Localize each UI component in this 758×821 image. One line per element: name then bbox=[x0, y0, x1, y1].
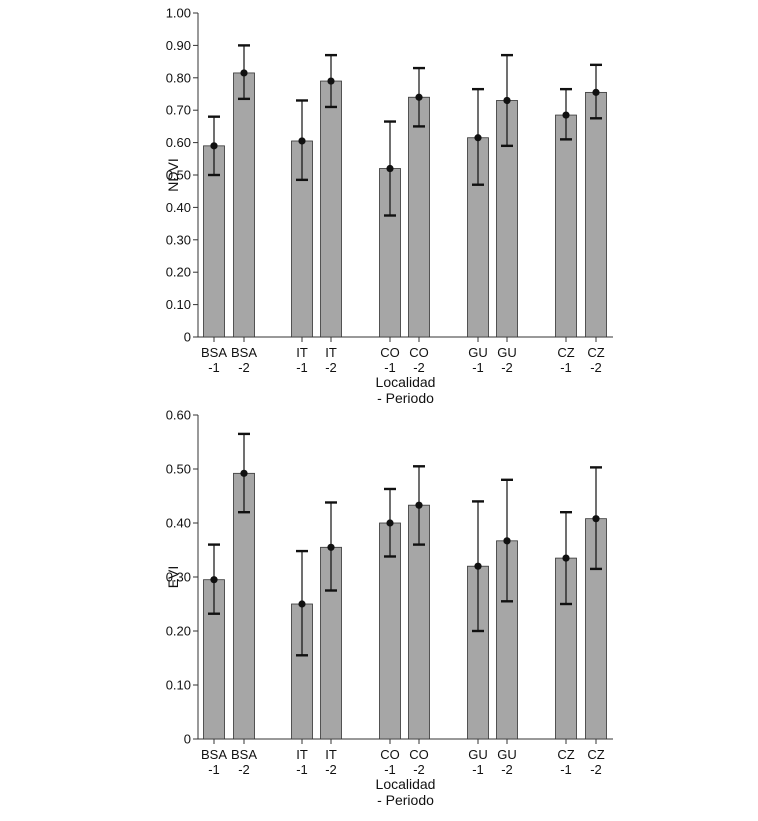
ndvi-y-tick-label: 0.40 bbox=[166, 200, 191, 215]
ndvi-y-tick-label: 0 bbox=[184, 330, 191, 345]
evi-category-label-period: -2 bbox=[238, 762, 250, 777]
ndvi-y-tick-label: 0.10 bbox=[166, 297, 191, 312]
ndvi-category-label-period: -1 bbox=[472, 360, 484, 375]
evi-category-label-site: CZ bbox=[557, 747, 574, 762]
ndvi-y-axis-title: NDVI bbox=[165, 158, 181, 191]
ndvi-chart: NDVI Localidad - Periodo 0 0.10 0.20 0.30 0.… bbox=[165, 6, 613, 406]
ndvi-bar bbox=[320, 80, 342, 338]
ndvi-bar bbox=[555, 114, 577, 338]
ndvi-y-tick-label: 0.80 bbox=[166, 70, 191, 85]
evi-mean-point bbox=[474, 562, 482, 570]
evi-category-label-site: BSA bbox=[231, 747, 257, 762]
ndvi-category-label-site: GU bbox=[497, 345, 517, 360]
ndvi-mean-point bbox=[592, 88, 600, 96]
evi-x-axis-title-line-1: Localidad bbox=[376, 776, 436, 792]
evi-category-label-site: GU bbox=[497, 747, 517, 762]
ndvi-category-label-period: -1 bbox=[296, 360, 308, 375]
ndvi-mean-point bbox=[210, 142, 218, 150]
evi-category-label-site: BSA bbox=[201, 747, 227, 762]
evi-category-label-site: IT bbox=[325, 747, 337, 762]
evi-category-label-site: CO bbox=[380, 747, 400, 762]
evi-y-tick-label: 0.10 bbox=[166, 678, 191, 693]
evi-y-tick-label: 0 bbox=[184, 732, 191, 747]
ndvi-category-label-period: -2 bbox=[590, 360, 602, 375]
evi-y-tick-label: 0.30 bbox=[166, 570, 191, 585]
ndvi-mean-point bbox=[298, 137, 306, 145]
ndvi-bar bbox=[233, 72, 255, 338]
evi-category-label-site: IT bbox=[296, 747, 308, 762]
ndvi-y-tick-label: 0.20 bbox=[166, 265, 191, 280]
evi-category-label-site: GU bbox=[468, 747, 488, 762]
evi-mean-point bbox=[415, 501, 423, 509]
ndvi-mean-point bbox=[503, 96, 511, 105]
ndvi-y-tick-label: 0.70 bbox=[166, 103, 191, 118]
evi-mean-point bbox=[210, 576, 218, 584]
evi-mean-point bbox=[386, 519, 394, 527]
evi-category-label-period: -2 bbox=[325, 762, 337, 777]
evi-category-label-period: -2 bbox=[413, 762, 425, 777]
ndvi-mean-point bbox=[386, 164, 394, 173]
ndvi-category-label-site: CO bbox=[380, 345, 400, 360]
ndvi-y-tick-label: 0.90 bbox=[166, 38, 191, 53]
ndvi-y-tick-label: 0.50 bbox=[166, 168, 191, 183]
evi-category-label-period: -2 bbox=[501, 762, 513, 777]
ndvi-y-tick-label: 1.00 bbox=[166, 6, 191, 21]
ndvi-category-label-site: GU bbox=[468, 345, 488, 360]
ndvi-category-label-period: -1 bbox=[384, 360, 396, 375]
evi-y-axis-title: EVI bbox=[165, 566, 181, 589]
ndvi-category-label-site: CZ bbox=[557, 345, 574, 360]
ndvi-category-label-site: CO bbox=[409, 345, 429, 360]
ndvi-x-axis-title-line-2: - Periodo bbox=[377, 390, 434, 406]
ndvi-mean-point bbox=[474, 134, 482, 142]
ndvi-y-tick-label: 0.60 bbox=[166, 135, 191, 150]
ndvi-category-label-period: -1 bbox=[208, 360, 220, 375]
evi-chart: EVI Localidad - Periodo 0 0.10 0.20 0.30 0.4… bbox=[165, 408, 613, 808]
ndvi-category-label-period: -2 bbox=[501, 360, 513, 375]
evi-category-label-period: -1 bbox=[208, 762, 220, 777]
evi-category-label-site: CO bbox=[409, 747, 429, 762]
ndvi-category-label-period: -2 bbox=[238, 360, 250, 375]
ndvi-mean-point bbox=[240, 69, 248, 77]
evi-category-label-period: -1 bbox=[560, 762, 572, 777]
ndvi-category-label-period: -1 bbox=[560, 360, 572, 375]
evi-category-label-period: -2 bbox=[590, 762, 602, 777]
ndvi-category-label-period: -2 bbox=[413, 360, 425, 375]
evi-mean-point bbox=[298, 600, 306, 608]
ndvi-x-axis-title-line-1: Localidad bbox=[376, 374, 436, 390]
ndvi-mean-point bbox=[327, 77, 335, 85]
evi-mean-point bbox=[592, 515, 600, 523]
ndvi-category-label-period: -2 bbox=[325, 360, 337, 375]
evi-mean-point bbox=[327, 543, 335, 551]
evi-category-label-site: CZ bbox=[587, 747, 604, 762]
evi-y-tick-label: 0.40 bbox=[166, 516, 191, 531]
ndvi-category-label-site: BSA bbox=[231, 345, 257, 360]
evi-mean-point bbox=[562, 554, 570, 562]
ndvi-mean-point bbox=[562, 111, 570, 119]
evi-category-label-period: -1 bbox=[472, 762, 484, 777]
evi-x-axis-title-line-2: - Periodo bbox=[377, 792, 434, 808]
evi-mean-point bbox=[240, 469, 248, 477]
ndvi-bar bbox=[408, 96, 430, 338]
evi-mean-point bbox=[503, 537, 511, 545]
ndvi-category-label-site: BSA bbox=[201, 345, 227, 360]
evi-category-label-period: -1 bbox=[384, 762, 396, 777]
evi-y-tick-label: 0.60 bbox=[166, 408, 191, 423]
ndvi-y-tick-label: 0.30 bbox=[166, 232, 191, 247]
ndvi-category-label-site: CZ bbox=[587, 345, 604, 360]
ndvi-bar bbox=[585, 91, 607, 338]
ndvi-mean-point bbox=[415, 93, 423, 101]
ndvi-category-label-site: IT bbox=[325, 345, 337, 360]
ndvi-category-label-site: IT bbox=[296, 345, 308, 360]
evi-y-tick-label: 0.50 bbox=[166, 462, 191, 477]
evi-category-label-period: -1 bbox=[296, 762, 308, 777]
evi-y-tick-label: 0.20 bbox=[166, 624, 191, 639]
